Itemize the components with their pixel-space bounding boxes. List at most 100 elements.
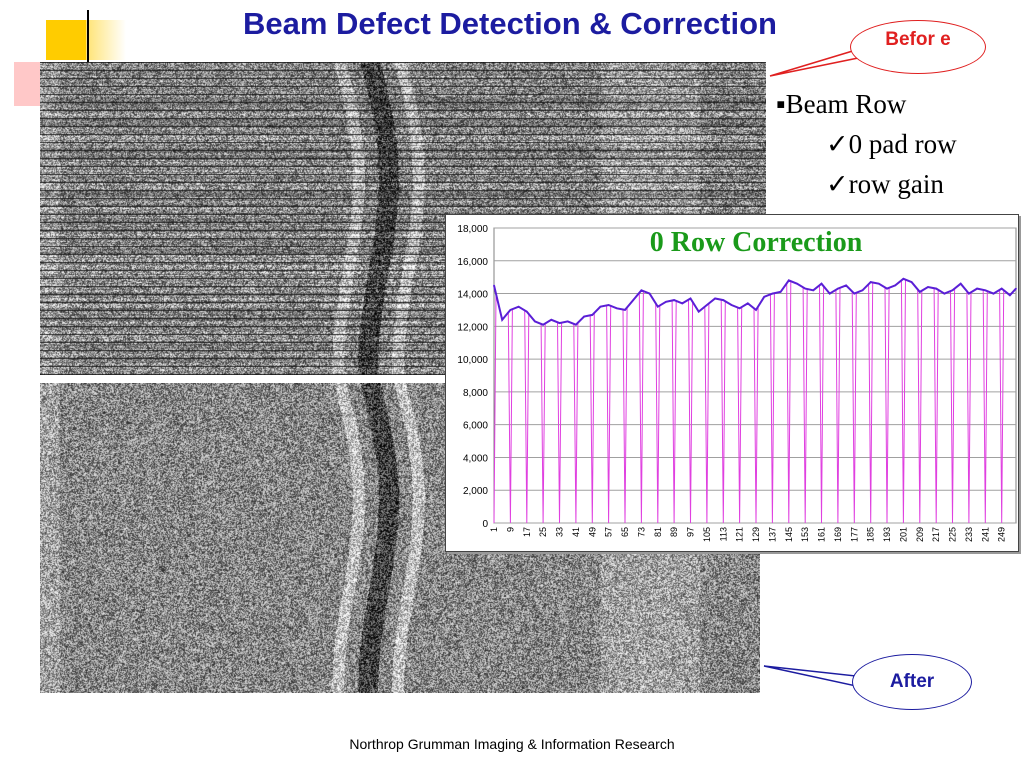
data-point [968, 292, 970, 295]
data-point [886, 287, 888, 290]
x-tick-label: 17 [522, 527, 532, 537]
data-point [927, 286, 929, 288]
x-tick-label: 201 [898, 527, 908, 542]
footer-text: Northrop Grumman Imaging & Information R… [349, 736, 675, 752]
x-tick-label: 121 [735, 527, 745, 542]
data-point [648, 292, 651, 295]
x-tick-label: 73 [636, 527, 646, 537]
x-tick-label: 161 [817, 527, 827, 542]
data-point [902, 278, 905, 280]
x-tick-label: 105 [702, 527, 712, 542]
data-point [616, 307, 618, 310]
y-tick-label: 10,000 [457, 355, 488, 366]
data-point [837, 287, 839, 290]
x-tick-label: 217 [931, 527, 941, 542]
data-point [681, 302, 684, 305]
data-point [976, 287, 978, 290]
checkmark-icon: ✓ [826, 129, 849, 159]
slide-title: Beam Defect Detection & Correction [242, 6, 777, 41]
after-callout-pointer [763, 665, 857, 687]
data-point [894, 284, 896, 287]
decor-vertical-line [87, 10, 89, 64]
data-point [730, 304, 733, 306]
y-tick-label: 8,000 [463, 388, 488, 399]
bullet-text: row gain [848, 169, 944, 199]
data-point [632, 299, 634, 301]
x-tick-label: 225 [948, 527, 958, 542]
x-tick-label: 113 [718, 527, 728, 541]
data-point [591, 314, 594, 316]
x-tick-label: 49 [587, 527, 597, 537]
y-tick-label: 0 [482, 519, 488, 530]
data-point [665, 301, 667, 303]
x-tick-label: 97 [686, 527, 696, 537]
data-point [706, 304, 708, 306]
data-point [509, 309, 512, 311]
x-tick-label: 153 [800, 527, 810, 542]
y-tick-label: 6,000 [463, 421, 488, 432]
data-point [788, 279, 790, 282]
data-point [1015, 287, 1017, 290]
x-tick-label: 81 [653, 527, 663, 537]
x-tick-label: 241 [980, 527, 990, 542]
data-point [501, 319, 503, 321]
data-point [673, 299, 675, 301]
y-tick-label: 14,000 [457, 290, 488, 301]
data-point [943, 292, 946, 295]
data-point [779, 291, 782, 293]
bullet-item: ▪Beam Row [776, 84, 957, 124]
y-tick-label: 16,000 [457, 257, 488, 268]
data-point [624, 309, 626, 311]
data-point [771, 292, 774, 295]
bullet-list: ▪Beam Row ✓0 pad row ✓row gain [776, 84, 957, 204]
data-point [796, 282, 798, 285]
x-tick-label: 145 [784, 527, 794, 542]
data-point [747, 302, 749, 305]
data-point [722, 299, 725, 301]
data-point [853, 292, 856, 295]
chart-title: 0 Row Correction [649, 227, 863, 258]
data-point [738, 307, 741, 310]
y-tick-label: 18,000 [457, 224, 488, 235]
checkmark-icon: ✓ [826, 169, 849, 199]
decor-yellow-block [46, 20, 86, 60]
bullet-item: ✓0 pad row [776, 124, 957, 164]
data-point [689, 297, 692, 300]
x-tick-label: 129 [751, 527, 761, 542]
y-tick-label: 4,000 [463, 453, 488, 464]
data-point [714, 297, 716, 300]
data-point [640, 289, 643, 292]
data-point [992, 292, 995, 295]
data-point [959, 282, 962, 285]
data-point [599, 305, 602, 308]
after-callout: After [852, 654, 972, 710]
x-tick-label: 9 [505, 527, 515, 532]
data-point [1000, 287, 1003, 290]
data-point [951, 289, 954, 292]
data-point [534, 320, 536, 323]
x-tick-label: 65 [620, 527, 630, 537]
bullet-text: Beam Row [785, 89, 907, 119]
x-tick-label: 137 [767, 527, 777, 542]
data-point [869, 281, 872, 283]
data-point [845, 284, 847, 287]
data-point [935, 287, 937, 290]
x-tick-label: 41 [571, 527, 581, 537]
x-tick-label: 193 [882, 527, 892, 542]
data-point [558, 322, 561, 324]
chart-panel: 0 2,000 4,000 6,000 8,000 10,000 12,000 14,000 1… [445, 214, 1019, 552]
square-bullet-icon: ▪ [776, 89, 786, 119]
data-point [575, 323, 577, 326]
data-point [566, 320, 569, 323]
data-point [861, 289, 864, 292]
data-point [804, 287, 806, 290]
decor-yellow-fade [86, 20, 126, 60]
data-point [517, 305, 520, 308]
x-tick-label: 177 [849, 527, 859, 542]
data-point [526, 310, 528, 313]
x-tick-label: 233 [964, 527, 974, 542]
data-point [607, 304, 610, 306]
data-point [1009, 294, 1011, 296]
data-point [984, 289, 987, 292]
x-tick-label: 25 [538, 527, 548, 537]
